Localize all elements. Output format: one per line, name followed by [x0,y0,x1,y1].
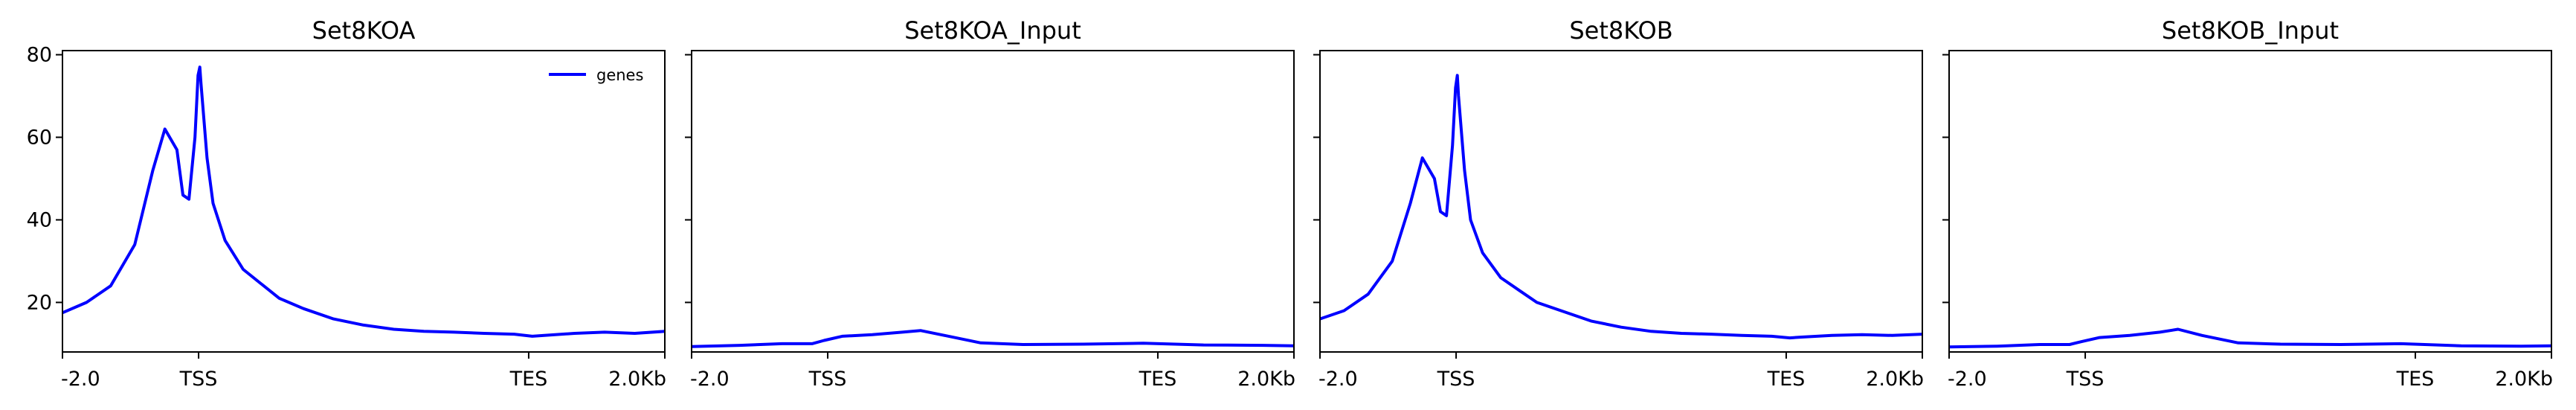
x-tick-label: TSS [1437,368,1475,391]
x-tick-label: TES [1767,368,1806,391]
plot-frame [691,50,1295,353]
plot-frame [1319,50,1923,353]
x-tick-label: TSS [808,368,847,391]
y-tick-label: 20 [27,291,52,314]
x-tick-label: -2.0 [61,368,100,391]
x-tick-label: -2.0 [1318,368,1358,391]
x-tick-label: TSS [2066,368,2105,391]
x-tick-label: TES [2396,368,2435,391]
series-line [1948,327,2552,349]
panel-title: Set8KOA [312,16,416,45]
y-tick-label: 40 [27,208,52,231]
y-tick-label: 80 [27,44,52,67]
panel-4: Set8KOB_Input -2.0 TSS TES 2.0Kb [1942,16,2553,391]
x-tick-label: -2.0 [690,368,730,391]
panel-title: Set8KOB [1569,16,1672,45]
x-tick-label: 2.0Kb [608,368,666,391]
legend-label: genes [596,66,643,84]
series-line [62,65,666,338]
panel-title: Set8KOA_Input [904,16,1081,45]
panel-1: Set8KOA 20 40 60 80 -2.0 TSS TES 2.0Kb genes [27,16,666,391]
plot-frame [62,50,666,353]
x-tick-label: 2.0Kb [1237,368,1295,391]
x-tick-label: TES [509,368,548,391]
panel-3: Set8KOB -2.0 TSS TES 2.0Kb [1313,16,1924,391]
panel-title: Set8KOB_Input [2162,16,2339,45]
panel-2: Set8KOA_Input -2.0 TSS TES 2.0Kb [685,16,1295,391]
series-line [1319,74,1923,340]
x-tick-label: 2.0Kb [2495,368,2553,391]
x-tick-label: TES [1139,368,1177,391]
x-tick-label: 2.0Kb [1866,368,1924,391]
x-tick-label: TSS [179,368,218,391]
x-tick-label: -2.0 [1948,368,1987,391]
plot-frame [1948,50,2552,353]
y-tick-label: 60 [27,126,52,150]
series-line [691,329,1295,348]
